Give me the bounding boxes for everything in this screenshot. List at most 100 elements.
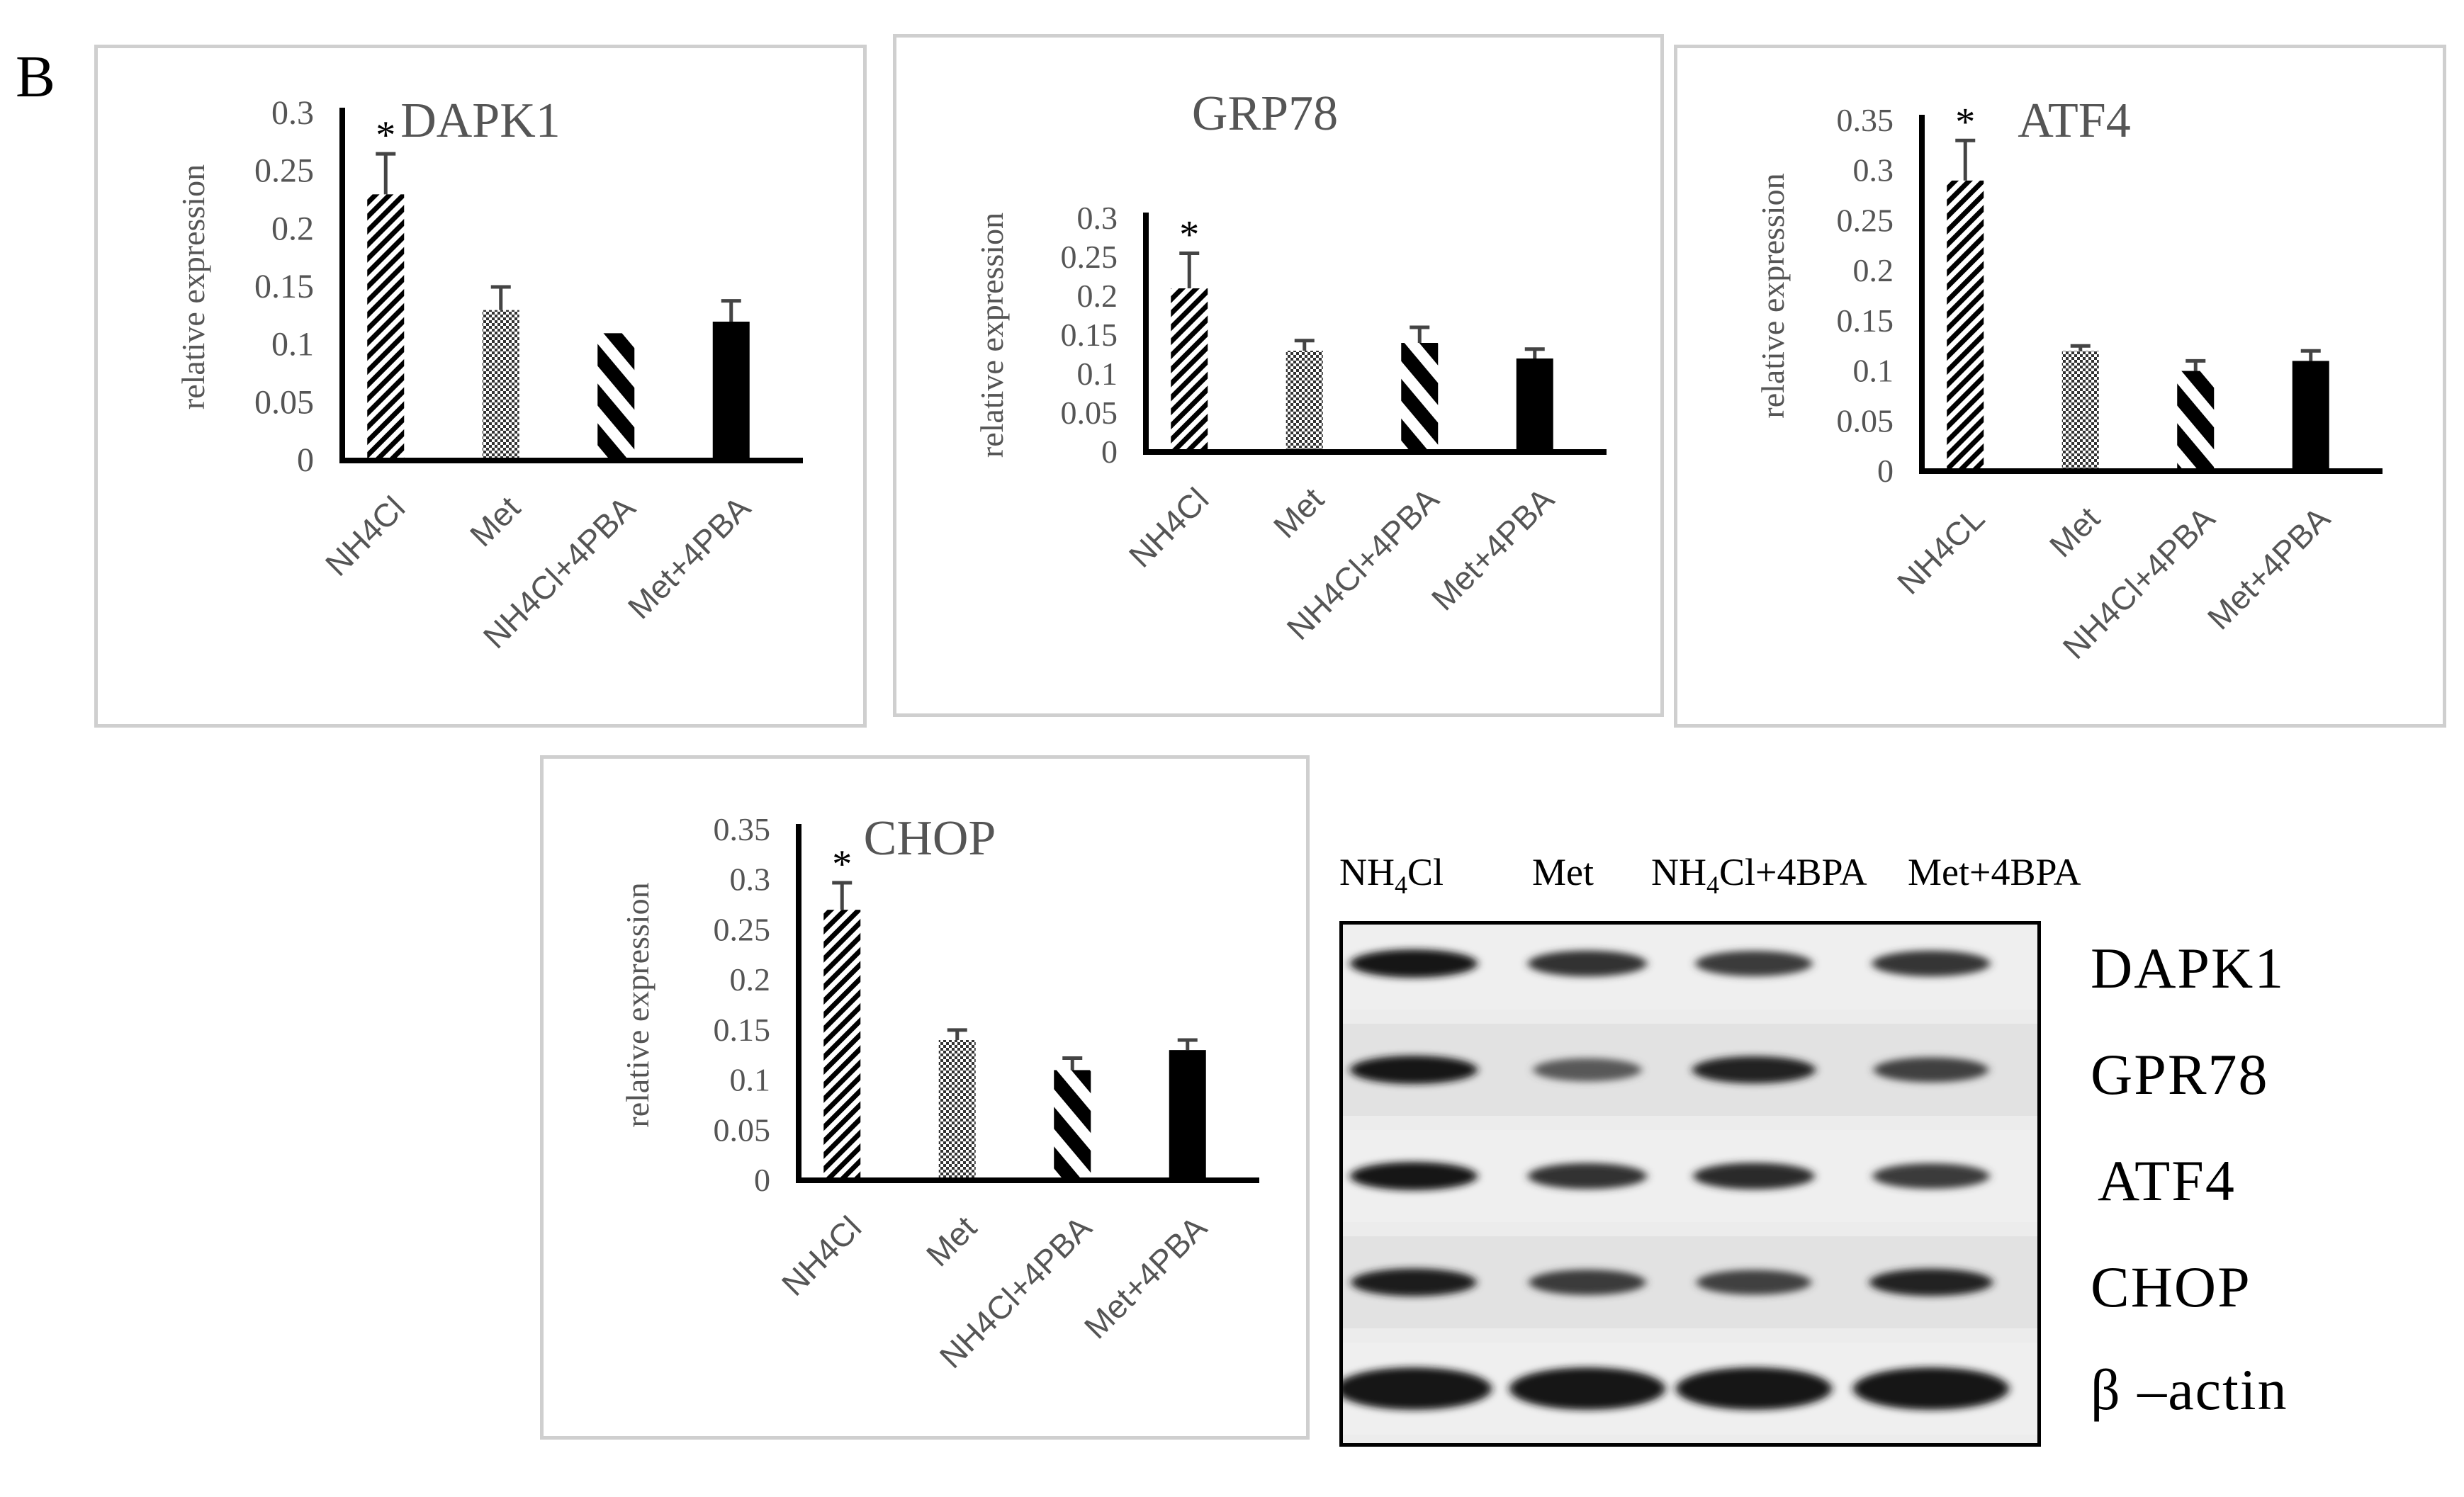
- chart-title: GRP78: [1192, 86, 1338, 141]
- blot-band: [1350, 949, 1478, 978]
- y-tick-label: 0.05: [254, 383, 314, 421]
- y-tick-label: 0.1: [1853, 353, 1894, 389]
- y-tick-label: 0.2: [1077, 278, 1118, 314]
- y-axis-label: relative expression: [1755, 173, 1791, 418]
- bar: [1054, 1070, 1091, 1180]
- bar: [2177, 371, 2215, 471]
- y-tick-label: 0.15: [254, 268, 314, 305]
- blot-band: [1697, 1270, 1811, 1295]
- blot-bands: [1343, 925, 2037, 1435]
- y-tick-label: 0.1: [271, 326, 314, 363]
- blot-band: [1676, 1367, 1832, 1410]
- significance-marker: *: [832, 842, 852, 886]
- y-tick-label: 0.25: [254, 152, 314, 190]
- blot-band: [1874, 1057, 1988, 1083]
- x-tick-label: NH4Cl: [775, 1209, 869, 1303]
- x-tick-label: NH4Cl: [1122, 480, 1216, 575]
- chart-svg: DAPK1 relative expression 0 0.05 0.1 0.15 0.2 0…: [175, 94, 803, 655]
- chart-svg: ATF4 relative expression 0 0.05 0.1 0.15 0.2 0.…: [1755, 94, 2383, 666]
- western-blot-panel: NH4Cl Met NH4Cl+4BPA Met+4BPA DAPK1 GPR7…: [1339, 793, 2424, 1452]
- bar: [2061, 351, 2099, 471]
- x-tick-label: Met: [919, 1209, 984, 1273]
- y-tick-label: 0.3: [730, 862, 771, 898]
- y-tick-label: 0.05: [714, 1112, 771, 1148]
- y-tick-label: 0.25: [1837, 202, 1894, 238]
- y-axis-label: relative expression: [175, 164, 211, 409]
- blot-band: [1872, 950, 1991, 977]
- bar: [823, 910, 861, 1180]
- chart-svg: CHOP relative expression 0 0.05 0.1 0.15 0.2 0.…: [619, 811, 1259, 1375]
- bar: [482, 310, 519, 461]
- y-tick-label: 0.05: [1837, 402, 1894, 439]
- bar: [1169, 1050, 1206, 1180]
- x-tick-label: NH4Cl: [318, 489, 412, 583]
- y-tick-label: 0.35: [1837, 102, 1894, 138]
- bar: [2292, 361, 2329, 471]
- blot-protein-label: GPR78: [2091, 1042, 2269, 1107]
- y-tick-label: 0.1: [730, 1062, 771, 1098]
- blot-protein-label: β –actin: [2091, 1357, 2288, 1422]
- x-tick-label: NH4CL: [1890, 499, 1991, 601]
- blot-band: [1509, 1367, 1665, 1410]
- blot-band: [1872, 1163, 1990, 1189]
- y-tick-label: 0.25: [714, 911, 771, 947]
- blot-band: [1351, 1268, 1477, 1297]
- y-tick-label: 0.15: [714, 1012, 771, 1048]
- bar: [1947, 180, 1984, 471]
- panel-letter: B: [16, 44, 56, 110]
- x-tick-label: Met+4PBA: [621, 489, 758, 626]
- x-tick-label: Met+4PBA: [1424, 480, 1561, 617]
- y-tick-label: 0.3: [1853, 152, 1894, 188]
- blot-band: [1528, 1163, 1647, 1190]
- chart-panel-atf4: ATF4 relative expression 0 0.05 0.1 0.15 0.2 0.…: [1674, 45, 2446, 728]
- y-axis-label: relative expression: [619, 882, 656, 1127]
- y-tick-label: 0.35: [714, 811, 771, 847]
- y-tick-label: 0.2: [730, 961, 771, 998]
- blot-lane-label: Met: [1532, 851, 1594, 893]
- blot-protein-label: CHOP: [2091, 1255, 2251, 1319]
- chart-title: CHOP: [864, 811, 996, 866]
- blot-band: [1695, 951, 1813, 976]
- bar: [1171, 288, 1208, 452]
- blot-protein-label: ATF4: [2098, 1148, 2236, 1213]
- blot-lane-label: NH4Cl+4BPA: [1651, 851, 1867, 899]
- blot-band: [1869, 1268, 1993, 1297]
- significance-marker: *: [1179, 213, 1199, 257]
- y-axis-label: relative expression: [974, 213, 1010, 458]
- y-tick-label: 0.1: [1077, 356, 1118, 392]
- blot-band: [1692, 1056, 1816, 1084]
- y-tick-label: 0.3: [271, 94, 314, 132]
- x-tick-label: Met+4PBA: [2200, 499, 2337, 636]
- bar: [712, 322, 750, 461]
- blot-band: [1350, 1056, 1478, 1084]
- significance-marker: *: [1955, 100, 1975, 144]
- y-tick-label: 0.3: [1077, 200, 1118, 236]
- bar: [1401, 343, 1439, 452]
- bar: [1286, 351, 1323, 452]
- x-tick-label: Met: [2042, 499, 2107, 564]
- blot-lane-label: Met+4BPA: [1908, 851, 2081, 893]
- x-tick-label: Met: [463, 489, 527, 553]
- y-tick-label: 0.2: [1853, 252, 1894, 288]
- blot-band: [1529, 1270, 1646, 1295]
- bar: [597, 333, 635, 461]
- y-tick-label: 0.15: [1061, 317, 1118, 353]
- y-tick-label: 0: [297, 441, 314, 479]
- blot-protein-label: DAPK1: [2091, 936, 2285, 1000]
- bar: [938, 1040, 976, 1180]
- bar: [1516, 358, 1553, 452]
- chart-title: DAPK1: [400, 94, 561, 148]
- x-tick-label: Met: [1266, 480, 1331, 545]
- blot-lane-label: NH4Cl: [1339, 851, 1444, 899]
- blot-band: [1343, 1367, 1492, 1410]
- chart-panel-dapk1: DAPK1 relative expression 0 0.05 0.1 0.15 0.2 0…: [94, 45, 867, 728]
- y-tick-label: 0: [754, 1162, 770, 1198]
- y-tick-label: 0.15: [1837, 303, 1894, 339]
- y-tick-label: 0.05: [1061, 395, 1118, 431]
- y-tick-label: 0: [1877, 453, 1894, 489]
- x-tick-label: Met+4PBA: [1077, 1209, 1214, 1345]
- blot-band: [1693, 1163, 1815, 1190]
- chart-panel-chop: CHOP relative expression 0 0.05 0.1 0.15 0.2 0.…: [540, 755, 1310, 1440]
- chart-title: ATF4: [2018, 94, 2130, 148]
